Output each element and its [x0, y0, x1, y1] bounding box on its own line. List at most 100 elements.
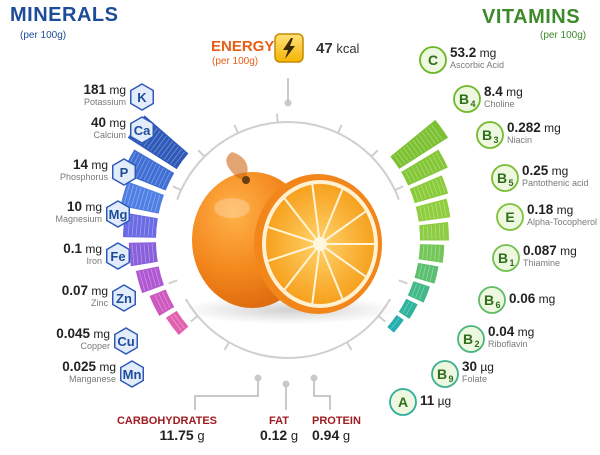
bar-stripe	[131, 215, 135, 236]
mineral-label-cu: 0.045 mg Copper	[56, 326, 110, 351]
macro-amount: 0.12	[259, 427, 288, 443]
bar-stripe	[154, 194, 161, 212]
mineral-symbol: Zn	[116, 291, 132, 306]
circle-badge-icon	[478, 286, 506, 314]
hexagon-icon	[129, 83, 155, 111]
vitamin-name: Alpha-Tocopherol	[527, 217, 598, 227]
bar-stripe	[435, 152, 445, 168]
bar-stripe	[147, 163, 157, 183]
vitamin-badge-e: E	[496, 203, 524, 231]
bar-stripe	[139, 243, 143, 264]
bar-stripe	[418, 286, 425, 300]
bar-stripe	[154, 294, 164, 313]
vitamin-symbol: B	[437, 366, 447, 382]
bar-stripe	[142, 270, 149, 290]
bar-stripe	[135, 243, 139, 264]
guide-tick	[223, 341, 230, 351]
orange-segment-line	[319, 243, 344, 299]
bar-stripe	[158, 293, 168, 311]
bar-stripe	[393, 154, 403, 166]
bar-stripe	[422, 245, 425, 259]
bar-stripe	[435, 179, 442, 195]
bar-stripe	[390, 317, 400, 329]
bar-stripe	[425, 266, 430, 281]
bar-stripe	[415, 164, 423, 178]
vitamin-amount: 8.4 mg	[484, 84, 523, 99]
orange-segment-line	[283, 243, 321, 290]
mineral-bar	[165, 310, 189, 335]
vitamin-badge-c: C	[419, 46, 447, 74]
circle-badge-icon	[453, 85, 481, 113]
guide-tick	[168, 279, 178, 285]
bar-stripe	[138, 271, 146, 291]
hexagon-icon	[105, 242, 131, 270]
mineral-bar	[120, 181, 164, 214]
vitamin-symbol: C	[428, 52, 438, 68]
mineral-amount: 0.1 mg	[63, 241, 102, 256]
bar-stripe	[153, 135, 167, 154]
orange-illustration	[180, 152, 400, 324]
macro-value: 0.12 g	[254, 427, 304, 443]
vitamin-name: Folate	[462, 374, 488, 384]
bar-stripe	[135, 216, 139, 237]
guide-arc-bottom	[184, 298, 392, 359]
vitamin-symbol: E	[505, 209, 514, 225]
bar-stripe	[428, 182, 434, 197]
orange-segment-line	[311, 243, 321, 304]
bar-stripe	[402, 301, 410, 314]
vitamin-bars	[387, 119, 451, 333]
mineral-label-zn: 0.07 mg Zinc	[62, 283, 108, 308]
guide-tick	[394, 185, 404, 192]
vitamin-bar	[415, 198, 451, 222]
bar-stripe	[150, 193, 157, 212]
mineral-badge-mg: Mg	[105, 200, 131, 228]
bar-stripe	[138, 189, 146, 209]
vitamin-subscript: 3	[493, 135, 498, 145]
vitamin-symbol: B	[482, 127, 492, 143]
vitamin-label-c: 53.2 mg Ascorbic Acid	[450, 45, 504, 70]
bar-stripe	[405, 303, 414, 316]
mineral-amount: 14 mg	[72, 157, 108, 172]
vitamin-symbol: A	[398, 394, 408, 410]
circle-badge-icon	[431, 360, 459, 388]
mineral-badge-ca: Ca	[129, 116, 155, 144]
orange-segment-line	[319, 210, 367, 245]
vitamin-name: Niacin	[507, 135, 533, 145]
bar-stripe	[408, 168, 416, 182]
vitamin-label-b6: 0.06 mg	[509, 291, 555, 306]
vitamin-amount: 11 µg	[420, 393, 452, 408]
macro-name: CARBOHYDRATES	[116, 415, 218, 427]
mineral-amount: 0.07 mg	[61, 283, 108, 298]
bar-stripe	[430, 225, 433, 240]
guide-tick	[370, 149, 379, 158]
bar-stripe	[438, 201, 443, 218]
hexagon-icon	[111, 158, 137, 186]
mineral-symbol: Mn	[123, 367, 142, 382]
bar-stripe	[417, 186, 423, 200]
mineral-name: Phosphorus	[59, 172, 108, 182]
macro-name: PROTEIN	[312, 415, 361, 427]
hexagon-icon	[111, 284, 137, 312]
macro-value: 11.75 g	[114, 427, 220, 443]
mineral-bar	[122, 212, 158, 238]
macro-connectors	[194, 374, 331, 410]
bar-stripe	[123, 183, 131, 206]
bar-stripe	[434, 224, 437, 240]
vitamin-symbol: B	[459, 91, 469, 107]
bar-stripe	[135, 187, 142, 208]
bar-stripe	[422, 160, 430, 175]
vitamin-label-b1: 0.087 mg Thiamine	[523, 243, 577, 268]
vitamin-subscript: 1	[509, 258, 514, 268]
bar-stripe	[442, 223, 445, 240]
vitamin-amount: 0.25 mg	[522, 163, 569, 178]
bar-stripe	[411, 283, 418, 297]
bar-stripe	[418, 134, 430, 149]
bar-stripe	[154, 167, 164, 186]
bar-stripe	[150, 133, 164, 151]
vitamin-label-b4: 8.4 mg Choline	[484, 84, 523, 109]
